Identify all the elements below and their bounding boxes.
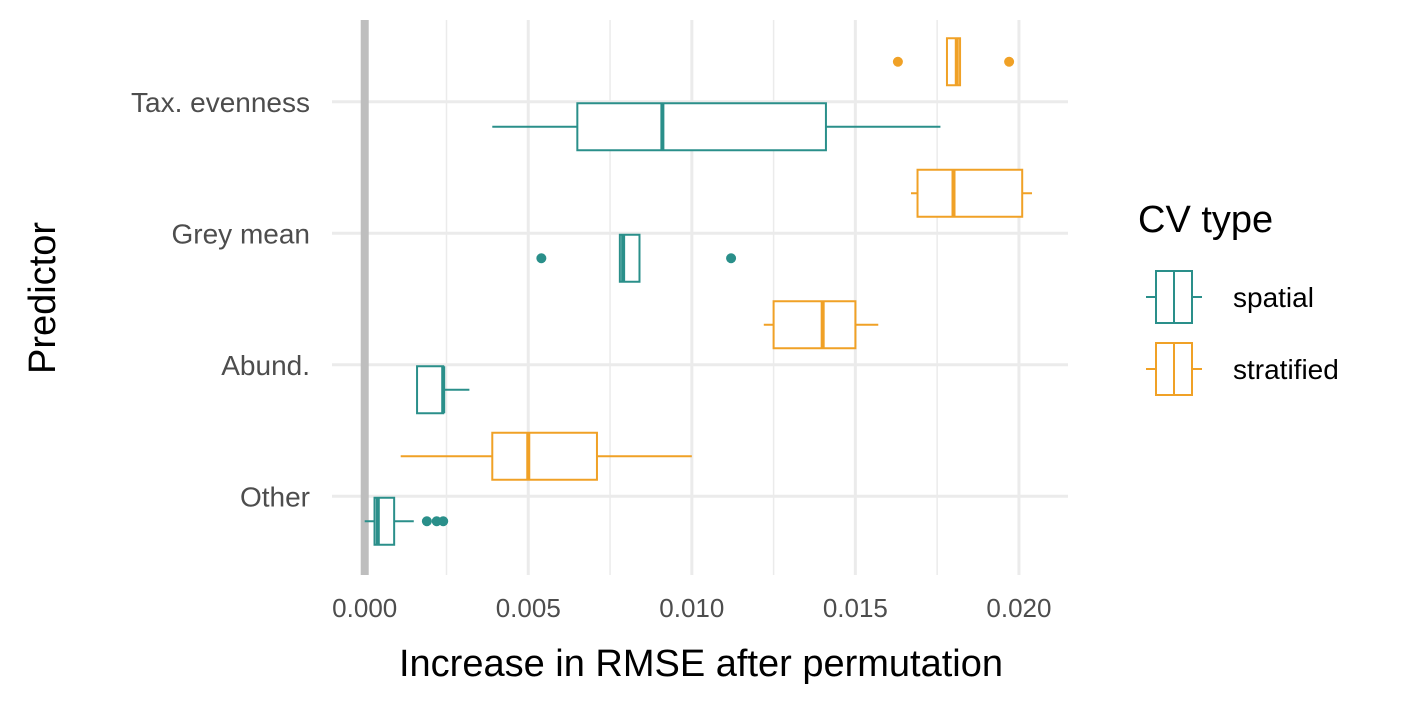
legend-label-stratified: stratified	[1233, 354, 1339, 385]
outlier-point	[438, 516, 449, 527]
legend-key-stratified: stratified	[1146, 342, 1339, 396]
box-iqr	[416, 365, 445, 415]
y-tick-label: Grey mean	[172, 218, 311, 249]
outlier-point	[892, 56, 903, 67]
stratified-box-0	[892, 37, 1015, 87]
stratified-box-3	[400, 431, 692, 481]
outlier-point	[421, 516, 432, 527]
y-tick-label: Tax. evenness	[131, 87, 310, 118]
x-tick-label: 0.020	[986, 593, 1051, 623]
tick-layer: 0.000 0.005 0.010 0.015 0.020 Tax. evenness Gr…	[131, 87, 1051, 623]
spatial-box-0	[492, 102, 941, 152]
box-iqr	[772, 300, 857, 350]
y-tick-label: Other	[240, 481, 310, 512]
spatial-box-3	[364, 496, 449, 546]
x-tick-label: 0.010	[659, 593, 724, 623]
legend: CV type spatial stratified	[1138, 199, 1339, 396]
outlier-point	[536, 253, 547, 264]
legend-key-spatial: spatial	[1146, 270, 1314, 324]
stratified-box-2	[763, 300, 879, 350]
x-tick-label: 0.000	[332, 593, 397, 623]
x-tick-label: 0.005	[496, 593, 561, 623]
box-iqr	[491, 431, 598, 481]
box-layer	[364, 37, 1033, 546]
x-axis-title: Increase in RMSE after permutation	[399, 643, 1003, 685]
outlier-point	[1004, 56, 1015, 67]
y-tick-label: Abund.	[221, 350, 310, 381]
box-iqr	[576, 102, 827, 152]
spatial-box-2	[416, 365, 470, 415]
stratified-box-1	[910, 168, 1033, 218]
box-iqr	[916, 168, 1024, 218]
y-axis-title: Predictor	[22, 222, 64, 374]
x-tick-label: 0.015	[823, 593, 888, 623]
legend-title: CV type	[1138, 199, 1273, 241]
spatial-box-1	[536, 233, 737, 283]
legend-label-spatial: spatial	[1233, 282, 1314, 313]
outlier-point	[726, 253, 737, 264]
legend-keys: spatial stratified	[1146, 270, 1339, 396]
